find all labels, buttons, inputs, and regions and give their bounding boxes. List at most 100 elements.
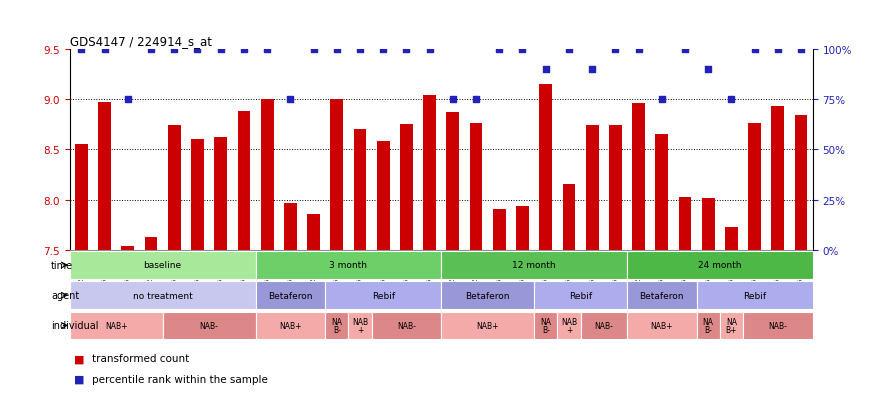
Bar [214,138,227,250]
Text: NA
B-: NA B- [331,317,342,334]
Bar [724,227,737,250]
Bar [98,103,111,250]
Bar [719,312,742,339]
Bar [654,135,668,250]
Text: Betaferon: Betaferon [268,291,312,300]
Bar [747,124,760,250]
Bar [163,312,256,339]
Text: Rebif: Rebif [569,291,592,300]
Text: NAB+: NAB+ [105,321,127,330]
Bar [701,198,713,250]
Bar [562,185,575,250]
Bar [191,140,204,250]
Text: NAB-: NAB- [199,321,218,330]
Point [538,66,552,73]
Bar [256,282,325,309]
Point [259,46,274,53]
Bar [469,124,482,250]
Bar [534,312,557,339]
Bar [585,126,598,250]
Bar [441,282,534,309]
Bar [145,237,157,250]
Point [144,46,158,53]
Point [654,97,668,103]
Text: agent: agent [51,290,80,301]
Point [352,46,367,53]
Bar [742,312,812,339]
Text: NAB-: NAB- [768,321,787,330]
Bar [608,126,621,250]
Bar [70,312,163,339]
Text: NA
B-: NA B- [540,317,551,334]
Text: NAB
+: NAB + [561,317,577,334]
Point [492,46,506,53]
Bar [516,206,528,250]
Bar [534,282,627,309]
Bar [325,282,441,309]
Text: 3 month: 3 month [329,261,367,270]
Point [167,46,181,53]
Point [422,46,436,53]
Bar [371,312,441,339]
Point [121,97,135,103]
Bar [256,312,325,339]
Point [585,66,599,73]
Point [770,46,784,53]
Bar [771,107,783,250]
Bar [678,197,690,250]
Bar [580,312,626,339]
Point [700,66,714,73]
Text: NAB+: NAB+ [476,321,498,330]
Text: percentile rank within the sample: percentile rank within the sample [92,374,268,384]
Bar [446,113,459,250]
Text: Betaferon: Betaferon [465,291,510,300]
Bar [557,312,580,339]
Bar [631,104,645,250]
Bar [70,252,256,279]
Point [375,46,390,53]
Bar [330,100,342,250]
Bar [696,282,812,309]
Bar [237,112,250,250]
Text: ■: ■ [74,354,85,363]
Point [190,46,205,53]
Bar [627,312,696,339]
Bar [423,96,435,250]
Point [793,46,807,53]
Bar [441,312,534,339]
Point [399,46,413,53]
Bar [539,85,552,250]
Point [630,46,645,53]
Bar [376,142,389,250]
Point [283,97,297,103]
Text: individual: individual [51,320,98,331]
Point [97,46,112,53]
Text: NAB-: NAB- [397,321,416,330]
Point [515,46,529,53]
Point [746,46,761,53]
Bar [122,246,134,250]
Text: baseline: baseline [143,261,181,270]
Bar [441,252,626,279]
Point [445,97,460,103]
Bar [400,125,412,250]
Point [561,46,576,53]
Text: Betaferon: Betaferon [639,291,683,300]
Text: ■: ■ [74,374,85,384]
Text: time: time [51,260,73,271]
Text: NAB+: NAB+ [279,321,301,330]
Bar [307,214,319,250]
Text: Rebif: Rebif [371,291,394,300]
Point [329,46,343,53]
Bar [627,282,696,309]
Bar [70,282,256,309]
Point [468,97,483,103]
Point [237,46,251,53]
Text: NAB+: NAB+ [650,321,672,330]
Bar [75,145,88,250]
Bar [493,209,505,250]
Text: GDS4147 / 224914_s_at: GDS4147 / 224914_s_at [70,35,212,47]
Bar [794,116,806,250]
Bar [283,203,297,250]
Point [306,46,320,53]
